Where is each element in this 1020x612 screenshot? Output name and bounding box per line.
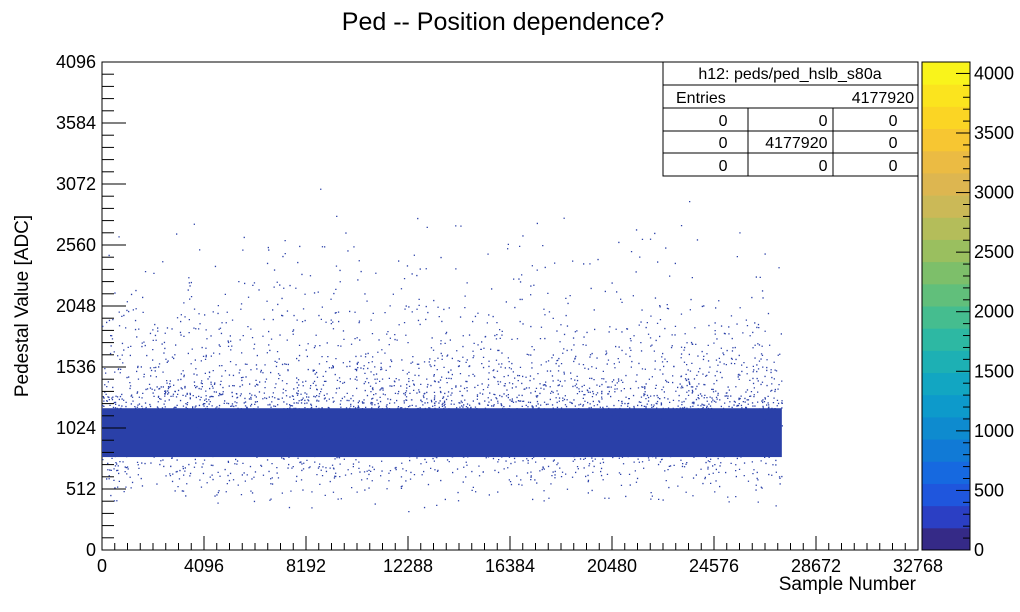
colorbar-tick-label: 0 <box>974 540 984 560</box>
colorbar-tick-label: 2500 <box>974 242 1014 262</box>
colorbar-tick-label: 1000 <box>974 421 1014 441</box>
x-axis: 0 4096 8192 12288 16384 20480 24576 28672 32768 <box>97 536 943 576</box>
y-tick-label: 1024 <box>56 418 96 438</box>
colorbar-segment <box>922 261 970 285</box>
colorbar-segment <box>922 416 970 440</box>
colorbar-tick-label: 500 <box>974 480 1004 500</box>
stats-cell: 0 <box>889 135 898 152</box>
colorbar-segment <box>922 195 970 218</box>
stats-cell: 0 <box>889 158 898 175</box>
colorbar-tick-label: 4000 <box>974 63 1014 83</box>
y-tick-label: 3072 <box>56 174 96 194</box>
stats-entries-label: Entries <box>676 90 726 107</box>
x-tick-label: 28672 <box>791 556 841 576</box>
y-axis: 0 512 1024 1536 2048 2560 3072 3584 4096 <box>56 52 126 560</box>
scatter-layer <box>102 188 783 513</box>
stats-box-title: h12: peds/ped_hslb_s80a <box>698 66 881 83</box>
x-tick-label: 4096 <box>184 556 224 576</box>
y-tick-label: 0 <box>86 540 96 560</box>
x-tick-label: 20480 <box>587 556 637 576</box>
x-tick-label: 24576 <box>689 556 739 576</box>
x-axis-label: Sample Number <box>779 574 917 595</box>
stats-box: h12: peds/ped_hslb_s80a Entries 4177920 … <box>662 61 919 177</box>
stats-cell: 0 <box>819 113 828 130</box>
y-axis-label: Pedestal Value [ADC] <box>12 215 33 397</box>
colorbar-segment <box>922 283 970 307</box>
colorbar-segment <box>922 461 970 484</box>
dense-core-band <box>102 408 782 458</box>
y-tick-label: 2560 <box>56 235 96 255</box>
stats-cell: 0 <box>719 158 728 175</box>
chart-title: Ped -- Position dependence? <box>342 8 664 36</box>
colorbar-segment <box>922 350 970 374</box>
colorbar-segment <box>922 62 970 85</box>
stats-entries-value: 4177920 <box>852 90 914 107</box>
x-tick-label: 32768 <box>893 556 943 576</box>
colorbar-tick-label: 3000 <box>974 183 1014 203</box>
y-tick-label: 4096 <box>56 52 96 72</box>
stats-box-frame <box>662 61 919 177</box>
y-tick-label: 512 <box>66 479 96 499</box>
colorbar-segment <box>922 239 970 263</box>
x-tick-label: 0 <box>97 556 107 576</box>
colorbar-segment <box>922 527 970 551</box>
stats-grid: 0 0 0 0 4177920 0 0 0 0 <box>719 113 898 175</box>
x-tick-label: 16384 <box>485 556 535 576</box>
colorbar-segment <box>922 172 970 196</box>
colorbar-segment <box>922 483 970 507</box>
x-tick-label: 8192 <box>286 556 326 576</box>
colorbar-tick-label: 2000 <box>974 302 1014 322</box>
x-tick-label: 12288 <box>383 556 433 576</box>
stats-cell: 0 <box>719 113 728 130</box>
colorbar-tick-label: 3500 <box>974 123 1014 143</box>
colorbar-segment <box>922 150 970 174</box>
colorbar-segment <box>922 306 970 329</box>
colorbar-segment <box>922 106 970 130</box>
colorbar: 0 500 1000 1500 2000 2500 3000 3500 4000 <box>921 61 1014 560</box>
colorbar-segment <box>922 505 970 529</box>
stats-cell: 0 <box>889 113 898 130</box>
colorbar-segment <box>922 128 970 152</box>
colorbar-segment <box>922 84 970 107</box>
stats-cell: 0 <box>819 158 828 175</box>
colorbar-segment <box>922 217 970 240</box>
stats-cell: 0 <box>719 135 728 152</box>
stats-cell: 4177920 <box>765 135 827 152</box>
colorbar-segment <box>922 328 970 351</box>
colorbar-segment <box>922 439 970 462</box>
y-tick-label: 1536 <box>56 357 96 377</box>
colorbar-segment <box>922 372 970 396</box>
y-tick-label: 2048 <box>56 296 96 316</box>
y-tick-label: 3584 <box>56 113 96 133</box>
colorbar-frame <box>921 61 971 551</box>
colorbar-segment <box>922 394 970 418</box>
colorbar-tick-label: 1500 <box>974 361 1014 381</box>
